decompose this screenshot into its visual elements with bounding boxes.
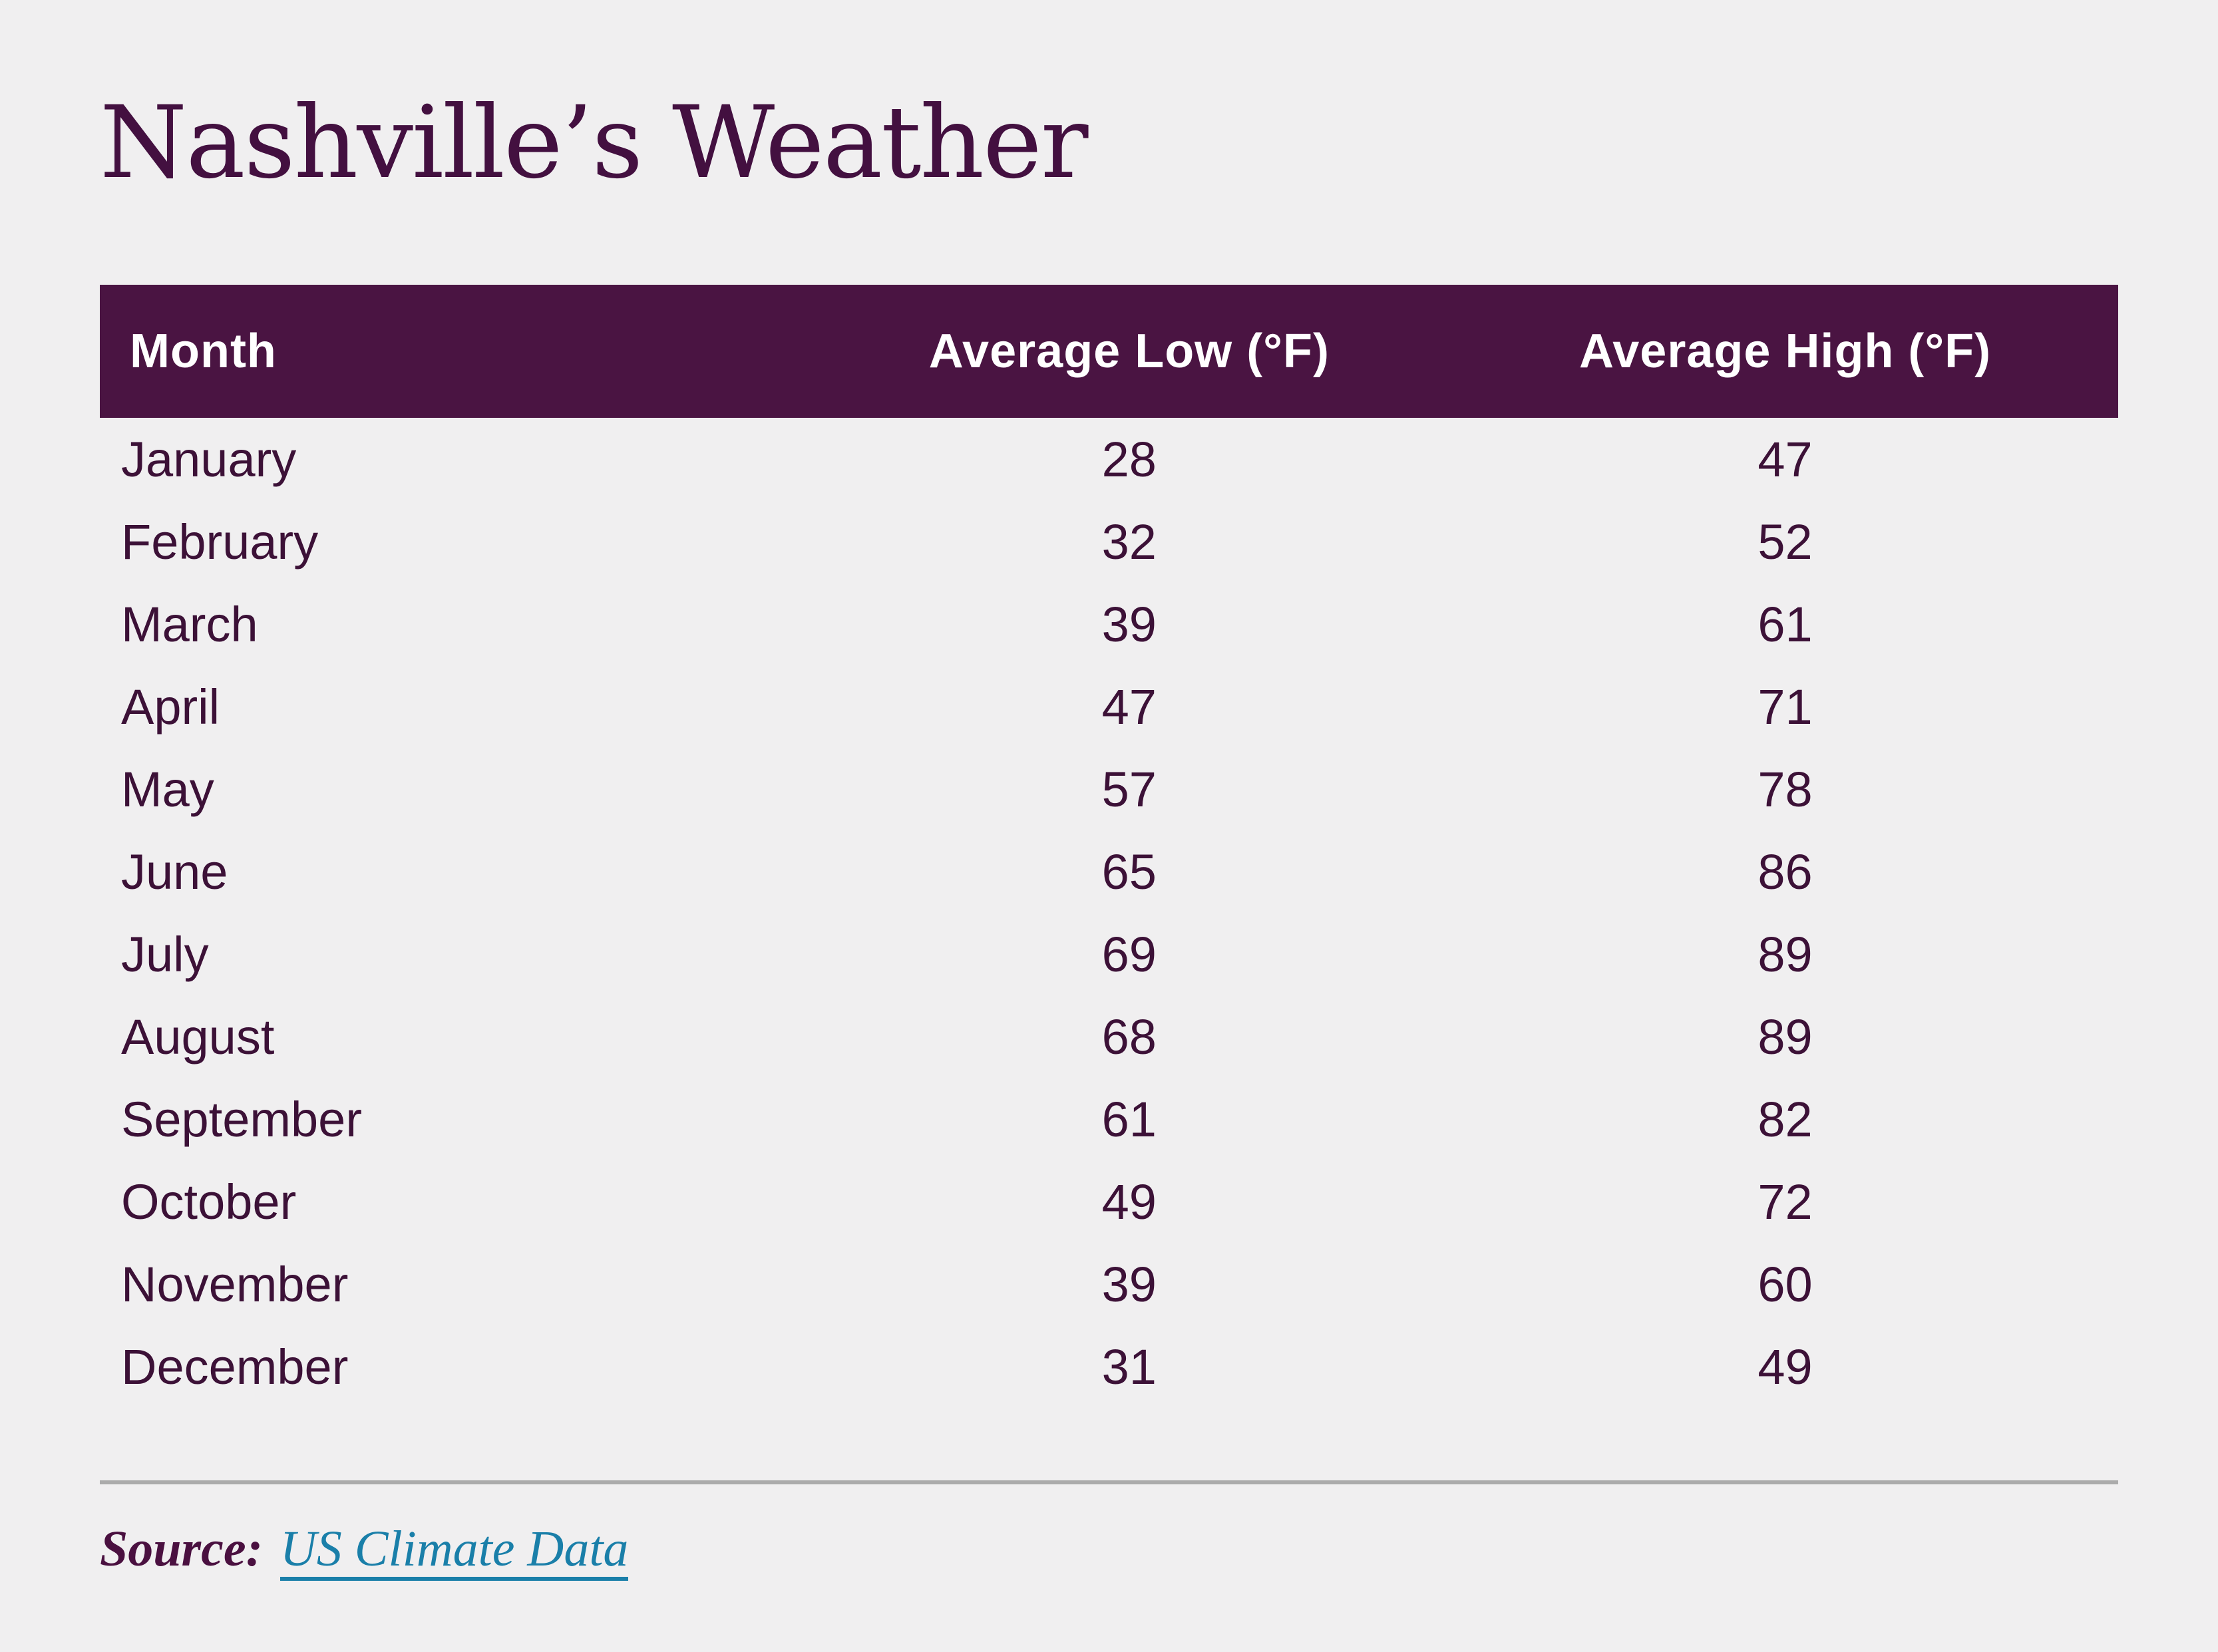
average-low-cell: 31 — [1101, 1339, 1157, 1395]
average-high-cell: 72 — [1757, 1174, 1813, 1230]
table-row: March 39 61 — [100, 583, 2118, 665]
month-cell: January — [121, 431, 297, 487]
average-low-cell: 39 — [1101, 596, 1157, 652]
table-row: February 32 52 — [100, 500, 2118, 583]
month-cell: September — [121, 1091, 362, 1147]
average-high-cell: 89 — [1757, 1009, 1813, 1065]
table-row: September 61 82 — [100, 1078, 2118, 1160]
average-high-cell: 82 — [1757, 1091, 1813, 1147]
average-low-cell: 61 — [1101, 1091, 1157, 1147]
table-body: January 28 47 February 32 52 March 39 61 — [100, 418, 2118, 1408]
average-high-cell: 86 — [1757, 844, 1813, 900]
average-high-cell: 49 — [1757, 1339, 1813, 1395]
table-row: July 69 89 — [100, 913, 2118, 995]
month-cell: November — [121, 1256, 349, 1312]
month-cell: March — [121, 596, 258, 652]
table-row: April 47 71 — [100, 665, 2118, 748]
average-high-cell: 71 — [1757, 679, 1813, 735]
column-header-month: Month — [100, 285, 807, 418]
month-cell: April — [121, 679, 220, 735]
average-low-cell: 57 — [1101, 761, 1157, 817]
footer-divider — [100, 1480, 2118, 1484]
average-low-cell: 47 — [1101, 679, 1157, 735]
column-header-average-high: Average High (°F) — [1452, 285, 2118, 418]
average-low-cell: 39 — [1101, 1256, 1157, 1312]
average-low-cell: 32 — [1101, 514, 1157, 570]
column-header-average-low: Average Low (°F) — [806, 285, 1453, 418]
average-high-cell: 52 — [1757, 514, 1813, 570]
table-row: October 49 72 — [100, 1160, 2118, 1243]
page-title: Nashville’s Weather — [100, 85, 1089, 201]
month-cell: December — [121, 1339, 349, 1395]
average-high-cell: 47 — [1757, 431, 1813, 487]
average-low-cell: 28 — [1101, 431, 1157, 487]
average-low-cell: 65 — [1101, 844, 1157, 900]
table-header-row: Month Average Low (°F) Average High (°F) — [100, 285, 2118, 418]
month-cell: October — [121, 1174, 297, 1230]
table-row: June 65 86 — [100, 830, 2118, 913]
month-cell: May — [121, 761, 214, 817]
weather-table: Month Average Low (°F) Average High (°F)… — [100, 285, 2118, 1408]
table-row: January 28 47 — [100, 418, 2118, 500]
month-cell: February — [121, 514, 319, 570]
source-line: Source: US Climate Data — [100, 1521, 629, 1581]
average-low-cell: 68 — [1101, 1009, 1157, 1065]
month-cell: June — [121, 844, 228, 900]
table-row: May 57 78 — [100, 748, 2118, 830]
source-label: Source: — [100, 1521, 263, 1577]
average-high-cell: 78 — [1757, 761, 1813, 817]
average-high-cell: 60 — [1757, 1256, 1813, 1312]
average-high-cell: 89 — [1757, 926, 1813, 982]
table-row: November 39 60 — [100, 1243, 2118, 1325]
month-cell: July — [121, 926, 209, 982]
source-link[interactable]: US Climate Data — [279, 1524, 629, 1581]
average-low-cell: 69 — [1101, 926, 1157, 982]
month-cell: August — [121, 1009, 275, 1065]
average-low-cell: 49 — [1101, 1174, 1157, 1230]
average-high-cell: 61 — [1757, 596, 1813, 652]
table-row: December 31 49 — [100, 1325, 2118, 1408]
table-row: August 68 89 — [100, 995, 2118, 1078]
